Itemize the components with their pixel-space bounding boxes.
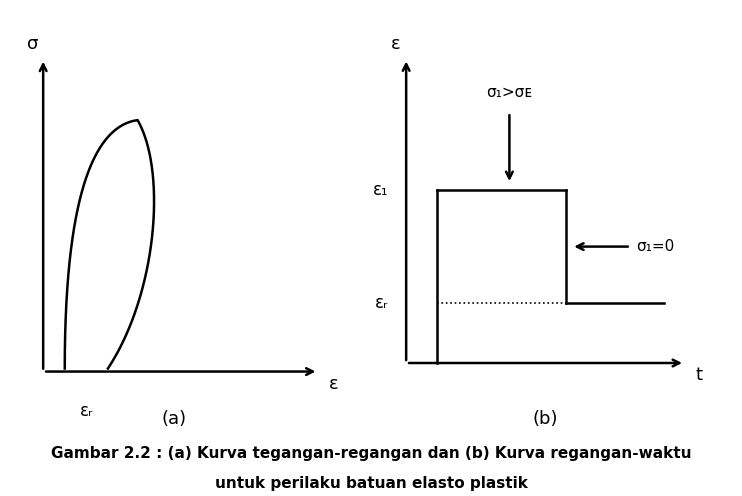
- Text: σ₁=0: σ₁=0: [636, 239, 674, 254]
- Text: σ₁>σᴇ: σ₁>σᴇ: [487, 85, 532, 100]
- Text: (a): (a): [162, 410, 187, 428]
- Text: untuk perilaku batuan elasto plastik: untuk perilaku batuan elasto plastik: [214, 476, 528, 491]
- Text: ε₁: ε₁: [372, 181, 388, 199]
- Text: εᵣ: εᵣ: [375, 294, 388, 312]
- Text: σ: σ: [27, 35, 39, 53]
- Text: (b): (b): [533, 410, 558, 428]
- Text: ε: ε: [329, 375, 339, 393]
- Text: εᵣ: εᵣ: [79, 402, 93, 420]
- Text: t: t: [695, 366, 702, 384]
- Text: ε: ε: [391, 35, 400, 53]
- Text: Gambar 2.2 : (a) Kurva tegangan-regangan dan (b) Kurva regangan-waktu: Gambar 2.2 : (a) Kurva tegangan-regangan…: [50, 446, 692, 461]
